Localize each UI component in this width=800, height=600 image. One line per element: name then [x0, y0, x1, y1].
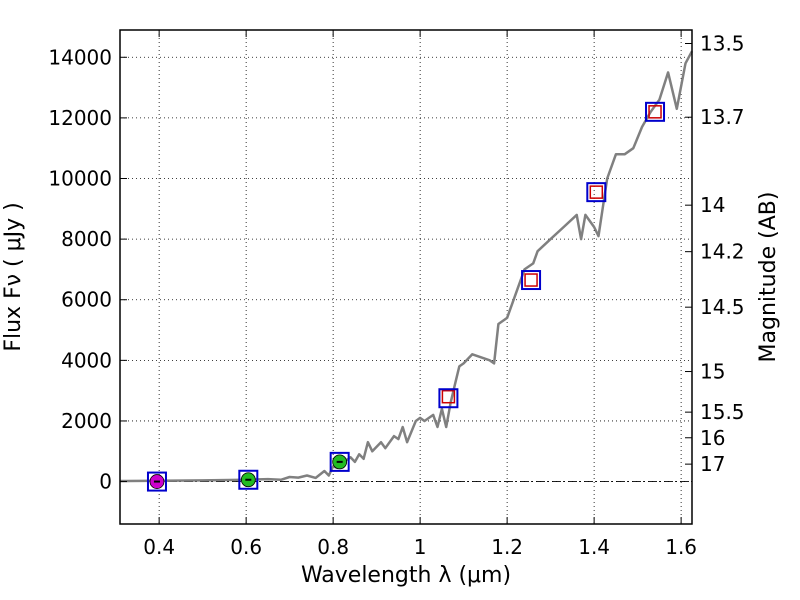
photometry-point-K — [648, 105, 662, 119]
photometry-point-H — [589, 185, 604, 199]
model-point-6 — [645, 101, 666, 122]
mag-tick-label: 14 — [700, 193, 725, 217]
model-point-0 — [146, 471, 167, 492]
y-tick-label: 10000 — [48, 167, 112, 191]
mag-tick-label: 13.5 — [700, 32, 745, 56]
mag-tick-label: 14.2 — [700, 240, 745, 264]
model-point-5 — [586, 182, 607, 203]
marker-layer — [146, 101, 666, 492]
x-tick-label: 1.4 — [578, 535, 610, 559]
spectrum-line — [119, 50, 694, 483]
y-tick-label: 6000 — [61, 288, 112, 312]
y-tick-label: 2000 — [61, 409, 112, 433]
series-layer — [119, 50, 694, 483]
mag-tick-label: 13.7 — [700, 105, 745, 129]
right-axis-title: Magnitude (AB) — [756, 192, 781, 363]
plot-background — [120, 30, 692, 524]
x-tick-label: 0.8 — [317, 535, 349, 559]
x-tick-label: 1 — [414, 535, 427, 559]
tick-layer — [120, 30, 692, 524]
model-point-2 — [329, 451, 350, 472]
x-tick-label: 0.6 — [230, 535, 262, 559]
x-axis-title: Wavelength λ (μm) — [301, 563, 511, 588]
model-point-1 — [238, 469, 259, 490]
photometry-point-Y — [441, 389, 456, 404]
mag-tick-label: 15 — [700, 360, 725, 384]
model-point-3 — [438, 388, 459, 409]
mag-tick-label: 16 — [700, 426, 725, 450]
x-tick-label: 1.2 — [491, 535, 523, 559]
x-tick-label: 1.6 — [665, 535, 697, 559]
tick-label-layer: 0.4 0.6 0.8 1 1.2 1.4 1.6 0 2000 4000 6000 8000 1000… — [48, 32, 744, 559]
plot-frame — [119, 29, 693, 525]
photometry-point-J — [524, 273, 538, 287]
mag-tick-label: 17 — [700, 452, 725, 476]
y-axis-title: Flux Fν ( μJy ) — [1, 202, 26, 351]
mag-tick-label: 15.5 — [700, 400, 745, 424]
mag-tick-label: 14.5 — [700, 295, 745, 319]
y-tick-label: 12000 — [48, 106, 112, 130]
model-point-4 — [521, 270, 542, 291]
y-tick-label: 0 — [99, 470, 112, 494]
y-tick-label: 14000 — [48, 45, 112, 69]
x-tick-label: 0.4 — [143, 535, 175, 559]
y-tick-label: 8000 — [61, 227, 112, 251]
y-tick-label: 4000 — [61, 348, 112, 372]
